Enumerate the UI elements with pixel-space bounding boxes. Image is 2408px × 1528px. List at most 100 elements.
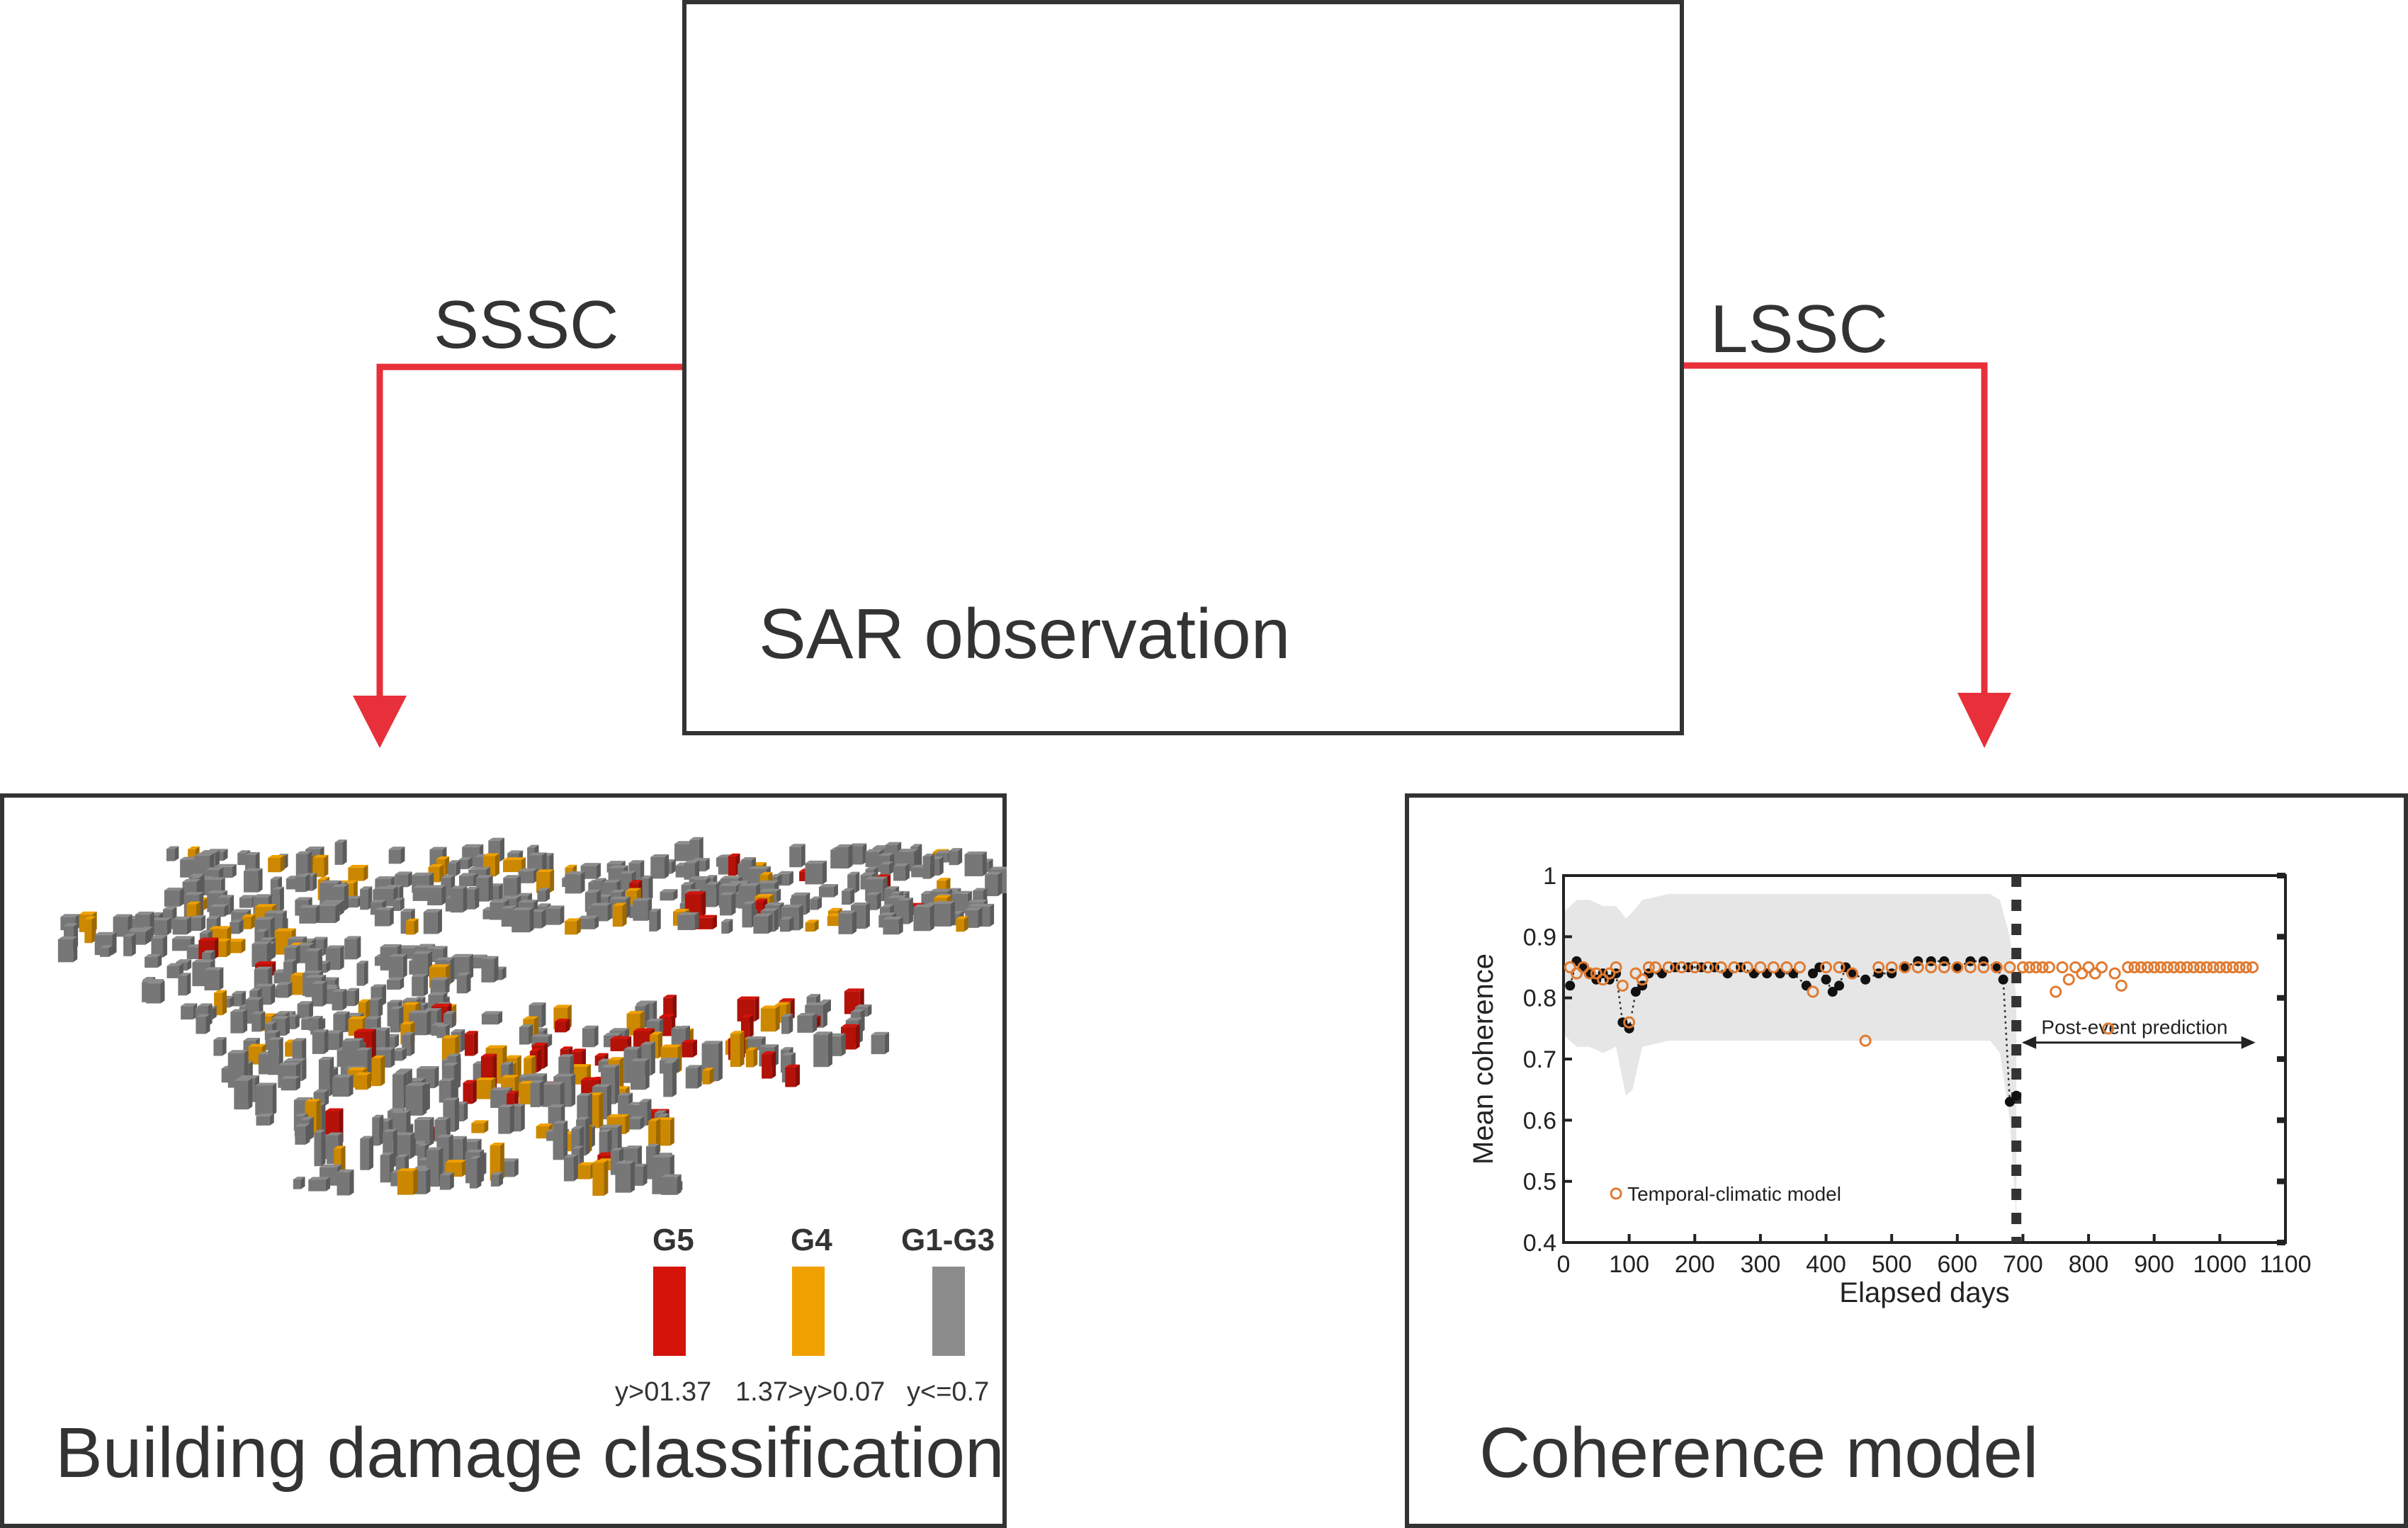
building-block-top — [481, 1011, 503, 1014]
building-block-side — [413, 1168, 418, 1195]
building-block — [797, 1015, 813, 1033]
building-block-top — [288, 936, 307, 939]
building-block-side — [312, 873, 317, 891]
legend-range-g4: 1.37>y>0.07 — [735, 1377, 886, 1407]
building-block-top — [488, 837, 504, 841]
building-block-side — [484, 1120, 489, 1133]
building-block-top — [660, 889, 678, 893]
building-block — [181, 1006, 193, 1020]
building-block-top — [372, 1114, 384, 1118]
building-block — [310, 1018, 319, 1035]
building-block-side — [599, 1092, 604, 1128]
building-block-side — [814, 919, 819, 932]
building-block-top — [245, 997, 264, 1000]
building-block-side — [451, 1078, 456, 1103]
model-point — [1728, 961, 1741, 973]
building-block-top — [142, 977, 156, 980]
building-block — [314, 1132, 322, 1167]
building-block — [689, 839, 699, 864]
building-block-top — [178, 973, 191, 976]
building-block-top — [660, 1057, 679, 1060]
building-block-top — [255, 929, 269, 932]
building-block-side — [295, 1076, 300, 1091]
building-block-top — [813, 1031, 832, 1035]
building-block-top — [893, 863, 910, 866]
building-block-side — [656, 908, 661, 932]
building-block-top — [531, 1034, 553, 1037]
building-block — [166, 849, 175, 861]
building-block-side — [677, 1174, 682, 1195]
building-block-top — [327, 1132, 343, 1136]
building-block-side — [833, 884, 838, 898]
building-block-side — [434, 1066, 439, 1089]
building-block-top — [760, 1005, 780, 1009]
building-block-side — [585, 1116, 590, 1156]
building-block — [612, 905, 623, 927]
model-point — [2096, 961, 2108, 973]
model-point — [1833, 961, 1845, 973]
building-block-top — [531, 1042, 548, 1046]
building-block — [789, 847, 801, 868]
building-block-top — [582, 1025, 599, 1029]
building-block-top — [428, 992, 448, 995]
x-tick-label: 300 — [1741, 1251, 1781, 1278]
building-block-top — [738, 883, 761, 886]
building-block-side — [865, 902, 870, 929]
building-block-top — [206, 915, 221, 919]
building-block-top — [397, 1168, 418, 1172]
building-block-top — [402, 1031, 415, 1035]
building-block-side — [363, 961, 368, 986]
model-point — [2187, 961, 2200, 973]
model-point — [1951, 961, 1964, 973]
building-block-top — [146, 980, 165, 984]
model-point — [2200, 961, 2213, 973]
building-block-top — [405, 918, 419, 922]
building-block — [620, 873, 632, 891]
building-block — [430, 980, 446, 995]
building-block-side — [990, 903, 995, 927]
building-block — [473, 1064, 482, 1091]
model-point — [2168, 961, 2181, 973]
building-block-top — [436, 1134, 453, 1138]
building-block-top — [781, 1052, 796, 1056]
building-block-side — [728, 919, 733, 934]
building-block-side — [300, 1176, 305, 1189]
building-block — [553, 1124, 564, 1160]
building-block-top — [245, 851, 260, 855]
building-block-side — [112, 932, 117, 956]
building-block-top — [255, 1082, 277, 1086]
building-block — [565, 921, 577, 935]
building-block — [337, 1172, 350, 1196]
building-block-top — [337, 1169, 354, 1172]
building-block-top — [182, 878, 201, 882]
building-block-side — [325, 1177, 330, 1192]
building-block-top — [283, 1058, 307, 1061]
sar-observation-title: SAR observation — [759, 594, 1291, 674]
building-block-side — [692, 1039, 697, 1058]
building-block — [239, 898, 252, 908]
legend-grade-g5: G5 — [652, 1223, 694, 1257]
observed-point — [1998, 974, 2008, 985]
legend-item-g1-g3: G1-G3 y<=0.7 — [890, 1223, 1003, 1478]
building-block-top — [434, 957, 455, 961]
building-block-top — [840, 1024, 860, 1027]
building-block-top — [660, 1044, 682, 1048]
building-block-top — [650, 1031, 663, 1035]
building-block-top — [536, 1123, 553, 1126]
building-block — [471, 1123, 485, 1133]
building-block-top — [358, 999, 371, 1002]
building-block — [172, 919, 187, 935]
building-block-side — [776, 888, 781, 903]
building-block-side — [230, 895, 234, 915]
building-block — [721, 922, 729, 934]
building-block-top — [183, 892, 204, 895]
building-block-top — [777, 871, 793, 874]
building-block-top — [606, 1114, 630, 1117]
building-block-top — [123, 933, 136, 936]
building-block-top — [321, 900, 344, 903]
building-block-top — [310, 1015, 323, 1019]
building-block-top — [628, 860, 645, 864]
model-point — [1820, 961, 1833, 973]
building-block-top — [530, 1080, 544, 1084]
building-block-side — [449, 1172, 454, 1190]
